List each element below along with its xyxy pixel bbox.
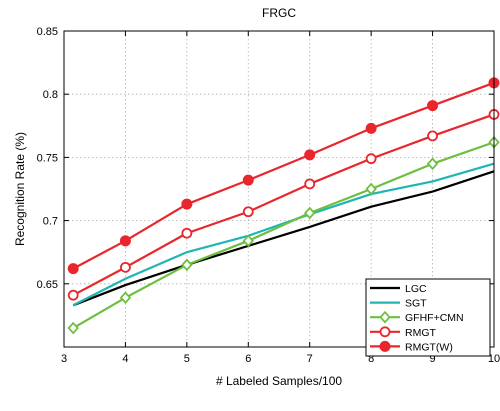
series-rmgt-w xyxy=(67,77,500,275)
y-tick-label: 0.65 xyxy=(37,279,58,291)
data-point-rmgt xyxy=(365,153,377,165)
series-line-gfhf-cmn xyxy=(72,141,495,329)
data-point-rmgt-w xyxy=(119,235,131,247)
series-line-lgc xyxy=(72,170,495,307)
ticks-layer: 3 4 5 6 7 8 9 10 0.65 0.7 0.75 0.8 0.85 xyxy=(37,26,500,365)
x-tick-label: 6 xyxy=(245,353,251,365)
legend-label: SGT xyxy=(405,298,427,310)
y-tick-label: 0.7 xyxy=(43,216,58,228)
data-point-gfhf-cmn xyxy=(426,157,439,171)
legend-label: RMGT(W) xyxy=(405,341,453,353)
data-point-rmgt xyxy=(242,206,254,218)
x-tick-label: 7 xyxy=(307,353,313,365)
legend-swatch-marker xyxy=(379,326,391,338)
legend-swatch-marker xyxy=(379,310,391,324)
series-layer xyxy=(67,77,500,335)
plot-frame xyxy=(63,30,495,348)
data-point-rmgt-w xyxy=(427,100,439,112)
x-tick-label: 10 xyxy=(488,353,500,365)
data-point-gfhf-cmn xyxy=(67,321,79,335)
legend-swatch-marker xyxy=(379,340,391,352)
data-point-rmgt xyxy=(120,261,131,273)
data-point-rmgt-w xyxy=(304,149,316,161)
legend-entry-lgc: LGC xyxy=(370,283,427,295)
x-tick-label: 3 xyxy=(61,353,67,365)
series-rmgt xyxy=(67,109,500,301)
legend-entry-gfhf-cmn: GFHF+CMN xyxy=(370,310,464,324)
x-tick-label: 8 xyxy=(368,353,374,365)
data-point-rmgt-w xyxy=(181,198,193,210)
series-lgc xyxy=(72,170,495,307)
series-gfhf-cmn xyxy=(67,135,500,335)
x-tick-label: 5 xyxy=(184,353,190,365)
x-tick-label: 4 xyxy=(122,353,128,365)
data-point-gfhf-cmn xyxy=(119,291,132,305)
data-point-gfhf-cmn xyxy=(304,206,316,220)
grid-layer xyxy=(64,31,494,347)
data-point-rmgt-w xyxy=(365,122,377,134)
data-point-rmgt xyxy=(181,227,193,239)
x-axis-title: # Labeled Samples/100 xyxy=(216,374,342,388)
legend-label: LGC xyxy=(405,283,427,295)
x-tick-label: 9 xyxy=(430,353,436,365)
legend-entry-rmgt: RMGT xyxy=(370,326,436,339)
y-tick-label: 0.85 xyxy=(37,26,58,38)
data-point-gfhf-cmn xyxy=(242,234,254,248)
data-point-rmgt-w xyxy=(67,263,79,275)
data-point-rmgt-w xyxy=(242,174,254,186)
legend-label: RMGT xyxy=(405,327,436,339)
legend-label: GFHF+CMN xyxy=(405,312,464,324)
data-point-rmgt xyxy=(427,130,438,142)
data-point-gfhf-cmn xyxy=(181,258,193,272)
y-axis-title: Recognition Rate (%) xyxy=(13,132,27,246)
series-line-rmgt xyxy=(72,113,495,297)
data-point-rmgt xyxy=(67,289,79,301)
legend-entry-sgt: SGT xyxy=(370,298,427,310)
legend: LGC SGT GFHF+CMN RMGT RMGT(W) xyxy=(365,278,491,357)
y-tick-label: 0.8 xyxy=(43,89,58,101)
y-tick-label: 0.75 xyxy=(37,152,58,164)
data-point-gfhf-cmn xyxy=(365,182,377,196)
data-point-rmgt xyxy=(304,178,316,190)
legend-entry-rmgt-w: RMGT(W) xyxy=(370,340,453,353)
series-line-sgt xyxy=(72,162,495,307)
series-line-rmgt-w xyxy=(72,81,495,270)
series-sgt xyxy=(72,162,495,307)
chart-title: FRGC xyxy=(262,6,296,20)
